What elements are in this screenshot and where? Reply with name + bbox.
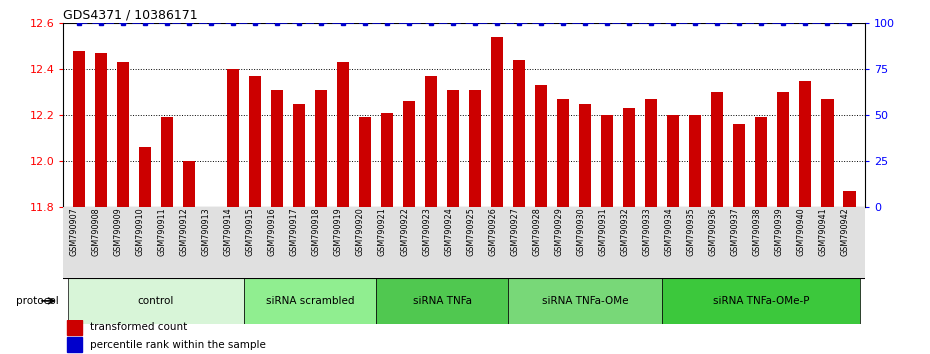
Text: siRNA scrambled: siRNA scrambled bbox=[266, 296, 354, 306]
Text: GSM790907: GSM790907 bbox=[70, 207, 79, 256]
Text: GSM790941: GSM790941 bbox=[818, 207, 828, 256]
Bar bbox=[244, 278, 376, 324]
Text: GSM790911: GSM790911 bbox=[158, 207, 166, 256]
Bar bbox=[227, 69, 239, 207]
Text: GSM790922: GSM790922 bbox=[400, 207, 409, 256]
Text: GSM790939: GSM790939 bbox=[775, 207, 783, 256]
Bar bbox=[359, 118, 371, 207]
Text: GSM790928: GSM790928 bbox=[532, 207, 541, 256]
Bar bbox=[508, 278, 662, 324]
Bar bbox=[271, 90, 283, 207]
Text: GSM790940: GSM790940 bbox=[796, 207, 805, 256]
Bar bbox=[734, 124, 746, 207]
Text: siRNA TNFa-OMe: siRNA TNFa-OMe bbox=[542, 296, 629, 306]
Bar bbox=[381, 113, 393, 207]
Text: GSM790916: GSM790916 bbox=[268, 207, 277, 256]
Bar bbox=[139, 147, 151, 207]
Text: GSM790925: GSM790925 bbox=[466, 207, 475, 256]
Text: GSM790942: GSM790942 bbox=[841, 207, 849, 256]
Text: control: control bbox=[138, 296, 174, 306]
Bar bbox=[491, 37, 503, 207]
Bar bbox=[689, 115, 701, 207]
Text: GSM790930: GSM790930 bbox=[577, 207, 585, 256]
Bar bbox=[116, 62, 128, 207]
Bar bbox=[315, 90, 327, 207]
Bar bbox=[755, 118, 767, 207]
Bar bbox=[662, 278, 860, 324]
Text: GDS4371 / 10386171: GDS4371 / 10386171 bbox=[63, 9, 198, 22]
Text: GSM790920: GSM790920 bbox=[356, 207, 365, 256]
Text: GSM790919: GSM790919 bbox=[334, 207, 343, 256]
Bar bbox=[645, 99, 658, 207]
Bar bbox=[337, 62, 349, 207]
Text: percentile rank within the sample: percentile rank within the sample bbox=[89, 339, 266, 350]
Text: GSM790918: GSM790918 bbox=[312, 207, 321, 256]
Bar bbox=[293, 104, 305, 207]
Bar bbox=[68, 278, 244, 324]
Text: siRNA TNFa: siRNA TNFa bbox=[413, 296, 472, 306]
Bar bbox=[844, 191, 856, 207]
Bar bbox=[67, 320, 82, 335]
Bar bbox=[249, 76, 261, 207]
Text: siRNA TNFa-OMe-P: siRNA TNFa-OMe-P bbox=[713, 296, 810, 306]
Bar bbox=[821, 99, 833, 207]
Text: GSM790926: GSM790926 bbox=[488, 207, 498, 256]
Text: GSM790910: GSM790910 bbox=[136, 207, 145, 256]
Bar bbox=[376, 278, 508, 324]
Bar bbox=[67, 337, 82, 352]
Bar bbox=[469, 90, 481, 207]
Text: protocol: protocol bbox=[16, 296, 59, 306]
Bar bbox=[95, 53, 107, 207]
Bar bbox=[800, 81, 812, 207]
Bar bbox=[73, 51, 85, 207]
Bar bbox=[182, 161, 194, 207]
Bar bbox=[777, 92, 790, 207]
Bar bbox=[161, 118, 173, 207]
Text: GSM790933: GSM790933 bbox=[643, 207, 651, 256]
Text: GSM790921: GSM790921 bbox=[378, 207, 387, 256]
Bar bbox=[425, 76, 437, 207]
Text: GSM790923: GSM790923 bbox=[422, 207, 431, 256]
Text: GSM790935: GSM790935 bbox=[686, 207, 696, 256]
Text: GSM790927: GSM790927 bbox=[511, 207, 519, 256]
Bar bbox=[667, 115, 679, 207]
Text: GSM790908: GSM790908 bbox=[92, 207, 100, 256]
Bar bbox=[623, 108, 635, 207]
Bar bbox=[403, 101, 415, 207]
Text: GSM790909: GSM790909 bbox=[113, 207, 123, 256]
Text: GSM790929: GSM790929 bbox=[554, 207, 564, 256]
Bar bbox=[63, 207, 865, 278]
Bar bbox=[513, 60, 525, 207]
Text: GSM790924: GSM790924 bbox=[444, 207, 453, 256]
Bar bbox=[601, 115, 613, 207]
Bar bbox=[205, 207, 217, 214]
Bar bbox=[447, 90, 459, 207]
Text: GSM790912: GSM790912 bbox=[179, 207, 189, 256]
Text: GSM790936: GSM790936 bbox=[709, 207, 717, 256]
Text: GSM790934: GSM790934 bbox=[664, 207, 673, 256]
Text: GSM790931: GSM790931 bbox=[598, 207, 607, 256]
Bar bbox=[535, 85, 547, 207]
Text: GSM790932: GSM790932 bbox=[620, 207, 630, 256]
Text: GSM790913: GSM790913 bbox=[202, 207, 211, 256]
Text: GSM790914: GSM790914 bbox=[224, 207, 232, 256]
Bar bbox=[711, 92, 724, 207]
Text: GSM790937: GSM790937 bbox=[730, 207, 739, 256]
Text: GSM790915: GSM790915 bbox=[246, 207, 255, 256]
Bar bbox=[557, 99, 569, 207]
Text: transformed count: transformed count bbox=[89, 322, 187, 332]
Text: GSM790917: GSM790917 bbox=[290, 207, 299, 256]
Text: GSM790938: GSM790938 bbox=[752, 207, 762, 256]
Bar bbox=[579, 104, 591, 207]
